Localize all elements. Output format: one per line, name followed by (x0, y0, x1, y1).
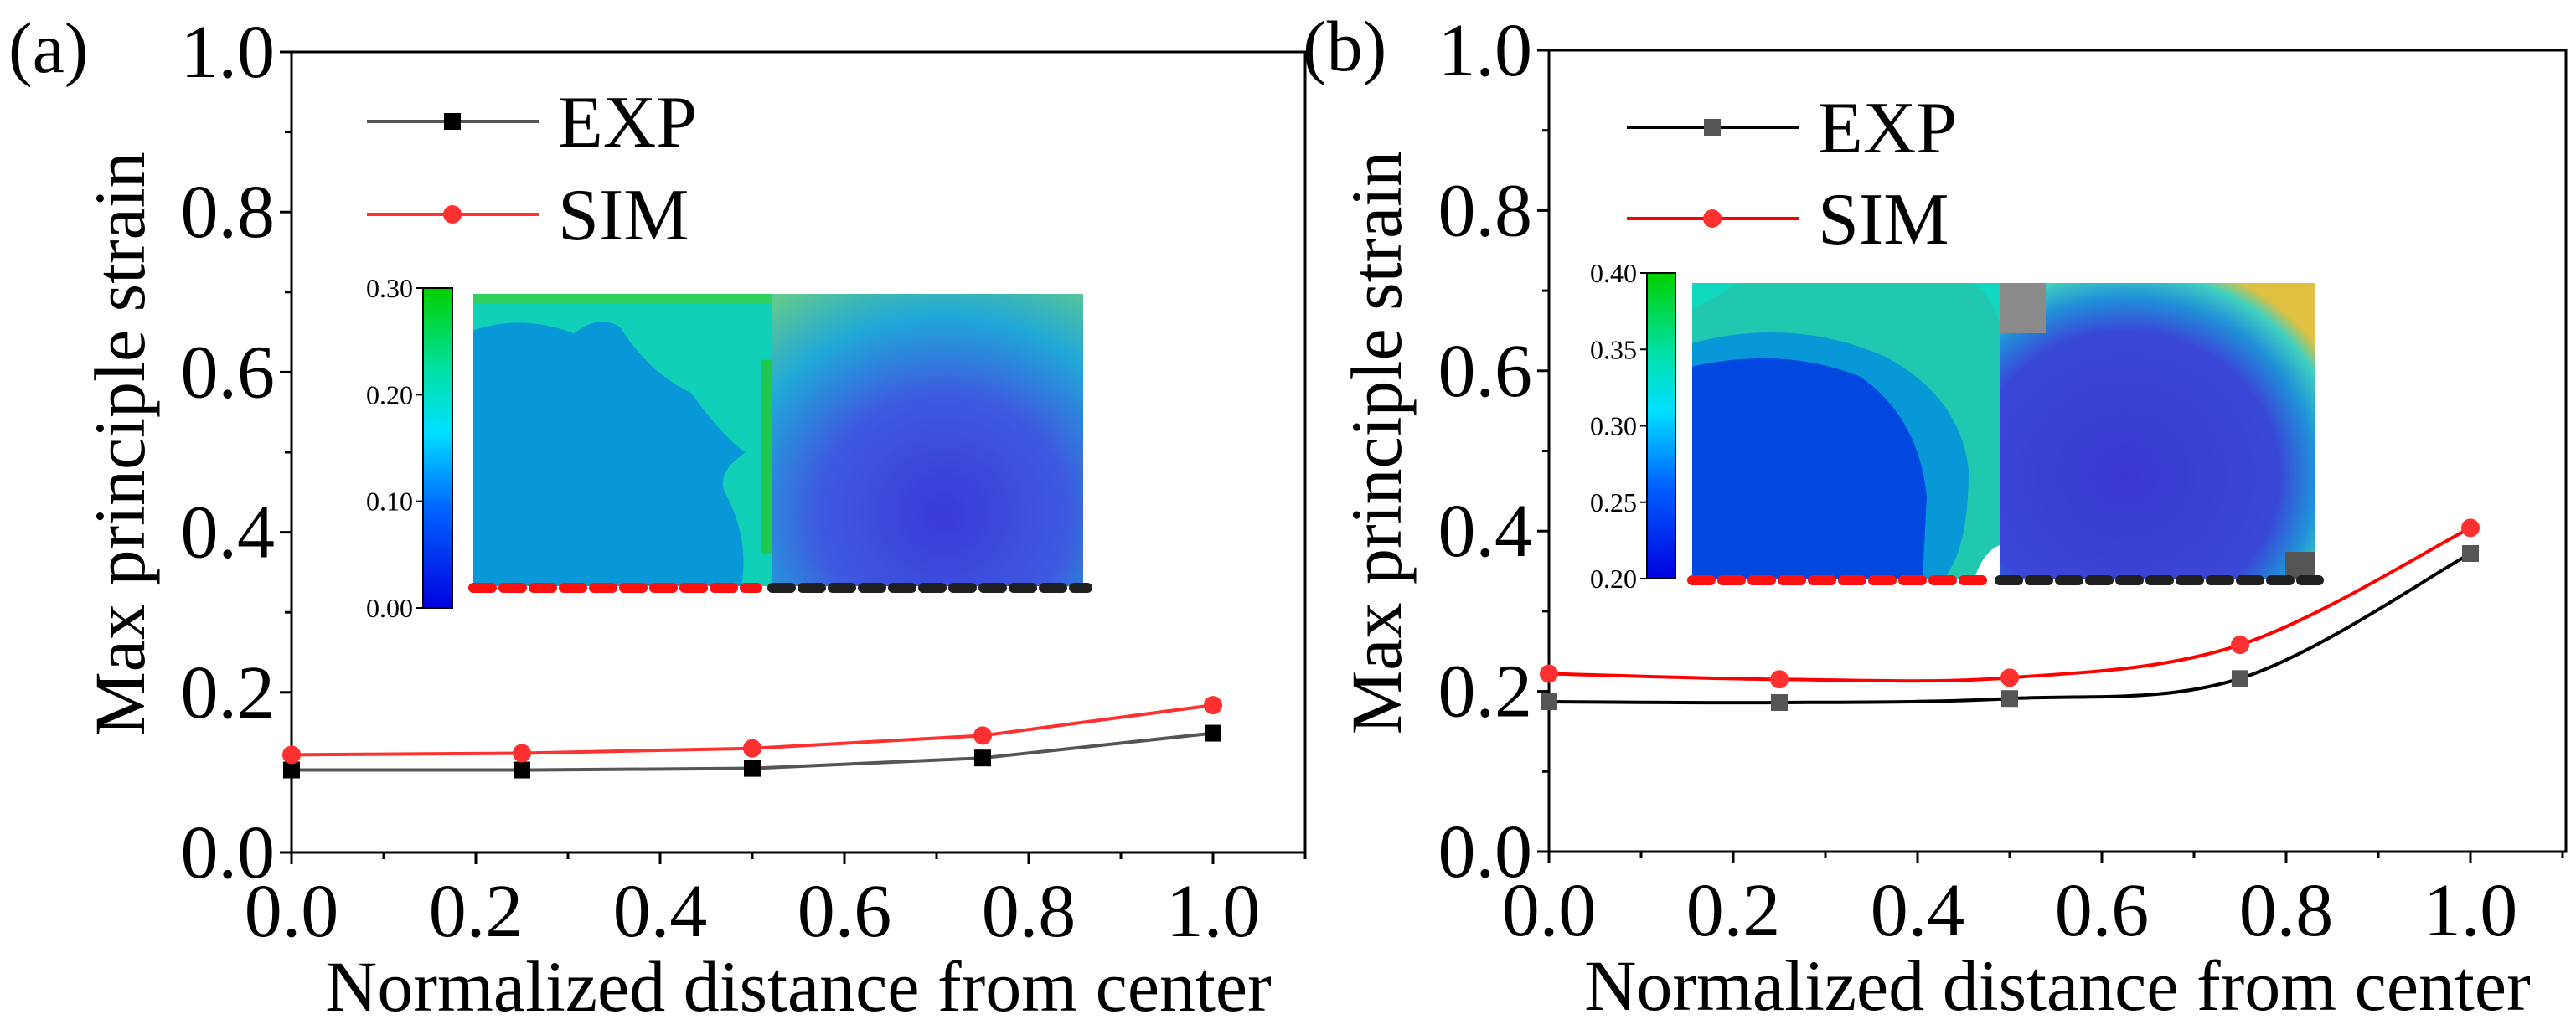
data-point-sim (513, 744, 531, 763)
contour-band (1692, 358, 1927, 579)
y-tick-label: 0.8 (1438, 169, 1533, 252)
chart-panel-a: (a)0.00.20.40.60.81.00.0 0.2 0.4 0.6 0.8 1.0N… (8, 8, 1307, 1027)
data-point-sim (2000, 668, 2019, 687)
data-point-exp (974, 749, 991, 767)
data-point-exp (514, 761, 530, 779)
legend-marker (1704, 119, 1721, 136)
data-point-exp (1205, 724, 1221, 742)
colorbar-tick-label: 0.20 (366, 379, 413, 409)
legend-item-exp: EXP (367, 82, 697, 163)
legend-marker (1703, 209, 1722, 228)
x-tick-label: 0.8 (982, 870, 1076, 953)
experimental-dic-map (772, 294, 1083, 586)
specimen-photo-corner (2000, 283, 2046, 333)
x-tick-label: 0.4 (613, 870, 708, 953)
legend-label: EXP (558, 82, 697, 163)
hole-edge (1975, 545, 2000, 579)
legend-label: SIM (1818, 179, 1949, 260)
x-tick-label: 1.0 (1166, 870, 1261, 953)
y-tick-label: 0.0 (1438, 811, 1533, 893)
colorbar-tick-label: 0.20 (1590, 564, 1637, 594)
data-point-exp (283, 761, 300, 779)
x-axis-label: Normalized distance from center (1584, 945, 2530, 1026)
colorbar-tick-label: 0.00 (366, 593, 413, 623)
x-tick-label: 0.6 (798, 870, 892, 953)
data-point-sim (973, 726, 992, 745)
x-tick-label: 1.0 (2424, 869, 2518, 952)
data-point-sim (1540, 664, 1558, 683)
x-tick-label: 0.2 (429, 870, 524, 953)
colorbar-tick-label: 0.30 (366, 273, 413, 303)
y-tick-label: 1.0 (1438, 9, 1533, 92)
colorbar (1646, 272, 1676, 579)
colorbar-tick-label: 0.30 (1590, 411, 1637, 441)
colorbar-tick-label: 0.35 (1590, 334, 1637, 364)
legend-marker (444, 113, 461, 130)
chart-panel-b: (b)0.00.20.40.60.81.00.0 0.2 0.4 0.6 0.8 1.0N… (1303, 6, 2568, 1026)
strain-contour-inset: 0.30 0.20 0.10 0.00 (366, 273, 1092, 623)
colorbar-tick-label: 0.25 (1590, 487, 1637, 518)
y-tick-label: 0.8 (181, 171, 276, 254)
y-tick-label: 0.2 (181, 651, 276, 734)
x-tick-label: 0.4 (1871, 869, 1965, 952)
legend-label: SIM (558, 175, 689, 256)
y-tick-label: 1.0 (181, 11, 276, 94)
legend-label: EXP (1818, 88, 1957, 169)
y-axis-label: Max principle strain (1336, 151, 1417, 734)
y-tick-label: 0.4 (181, 492, 276, 574)
legend-marker (443, 205, 462, 224)
x-tick-label: 0.2 (1686, 869, 1781, 952)
experimental-dic-map (2000, 283, 2315, 579)
y-tick-label: 0.0 (181, 811, 276, 894)
legend-item-exp: EXP (1627, 88, 1957, 169)
y-tick-label: 0.6 (181, 331, 276, 414)
contour-band (761, 359, 772, 554)
specimen-photo-corner (2285, 552, 2315, 579)
contour-band (473, 294, 772, 304)
x-tick-label: 0.0 (245, 870, 339, 953)
colorbar-tick-label: 0.10 (366, 487, 413, 517)
data-point-sim (2231, 636, 2249, 655)
colorbar (422, 287, 453, 609)
data-point-exp (2001, 690, 2018, 708)
data-point-sim (743, 739, 761, 758)
x-tick-label: 0.0 (1502, 869, 1597, 952)
data-point-exp (1771, 693, 1788, 711)
y-axis-label: Max principle strain (80, 152, 160, 735)
data-point-exp (2232, 670, 2248, 687)
contour-band (473, 322, 746, 586)
data-point-exp (2462, 544, 2479, 562)
y-tick-label: 0.6 (1438, 330, 1533, 413)
legend-item-sim: SIM (367, 175, 689, 256)
y-tick-label: 0.2 (1438, 651, 1533, 734)
data-point-sim (1770, 670, 1789, 689)
legend-item-sim: SIM (1627, 179, 1949, 260)
y-tick-label: 0.4 (1438, 490, 1533, 573)
data-point-exp (1541, 693, 1557, 711)
chart-panels: (a)0.00.20.40.60.81.00.0 0.2 0.4 0.6 0.8 1.0N… (8, 6, 2568, 1027)
strain-contour-inset: 0.40 0.35 0.30 0.25 0.20 (1590, 258, 2324, 594)
x-tick-label: 0.8 (2239, 869, 2334, 952)
data-point-sim (2461, 518, 2480, 538)
panel-label: (b) (1303, 6, 1386, 86)
x-tick-label: 0.6 (2055, 869, 2150, 952)
colorbar-tick-label: 0.40 (1590, 258, 1637, 288)
panel-label: (a) (8, 8, 88, 88)
x-axis-label: Normalized distance from center (325, 946, 1271, 1027)
data-point-exp (744, 760, 761, 777)
data-point-sim (1204, 696, 1222, 715)
data-point-sim (282, 745, 301, 765)
